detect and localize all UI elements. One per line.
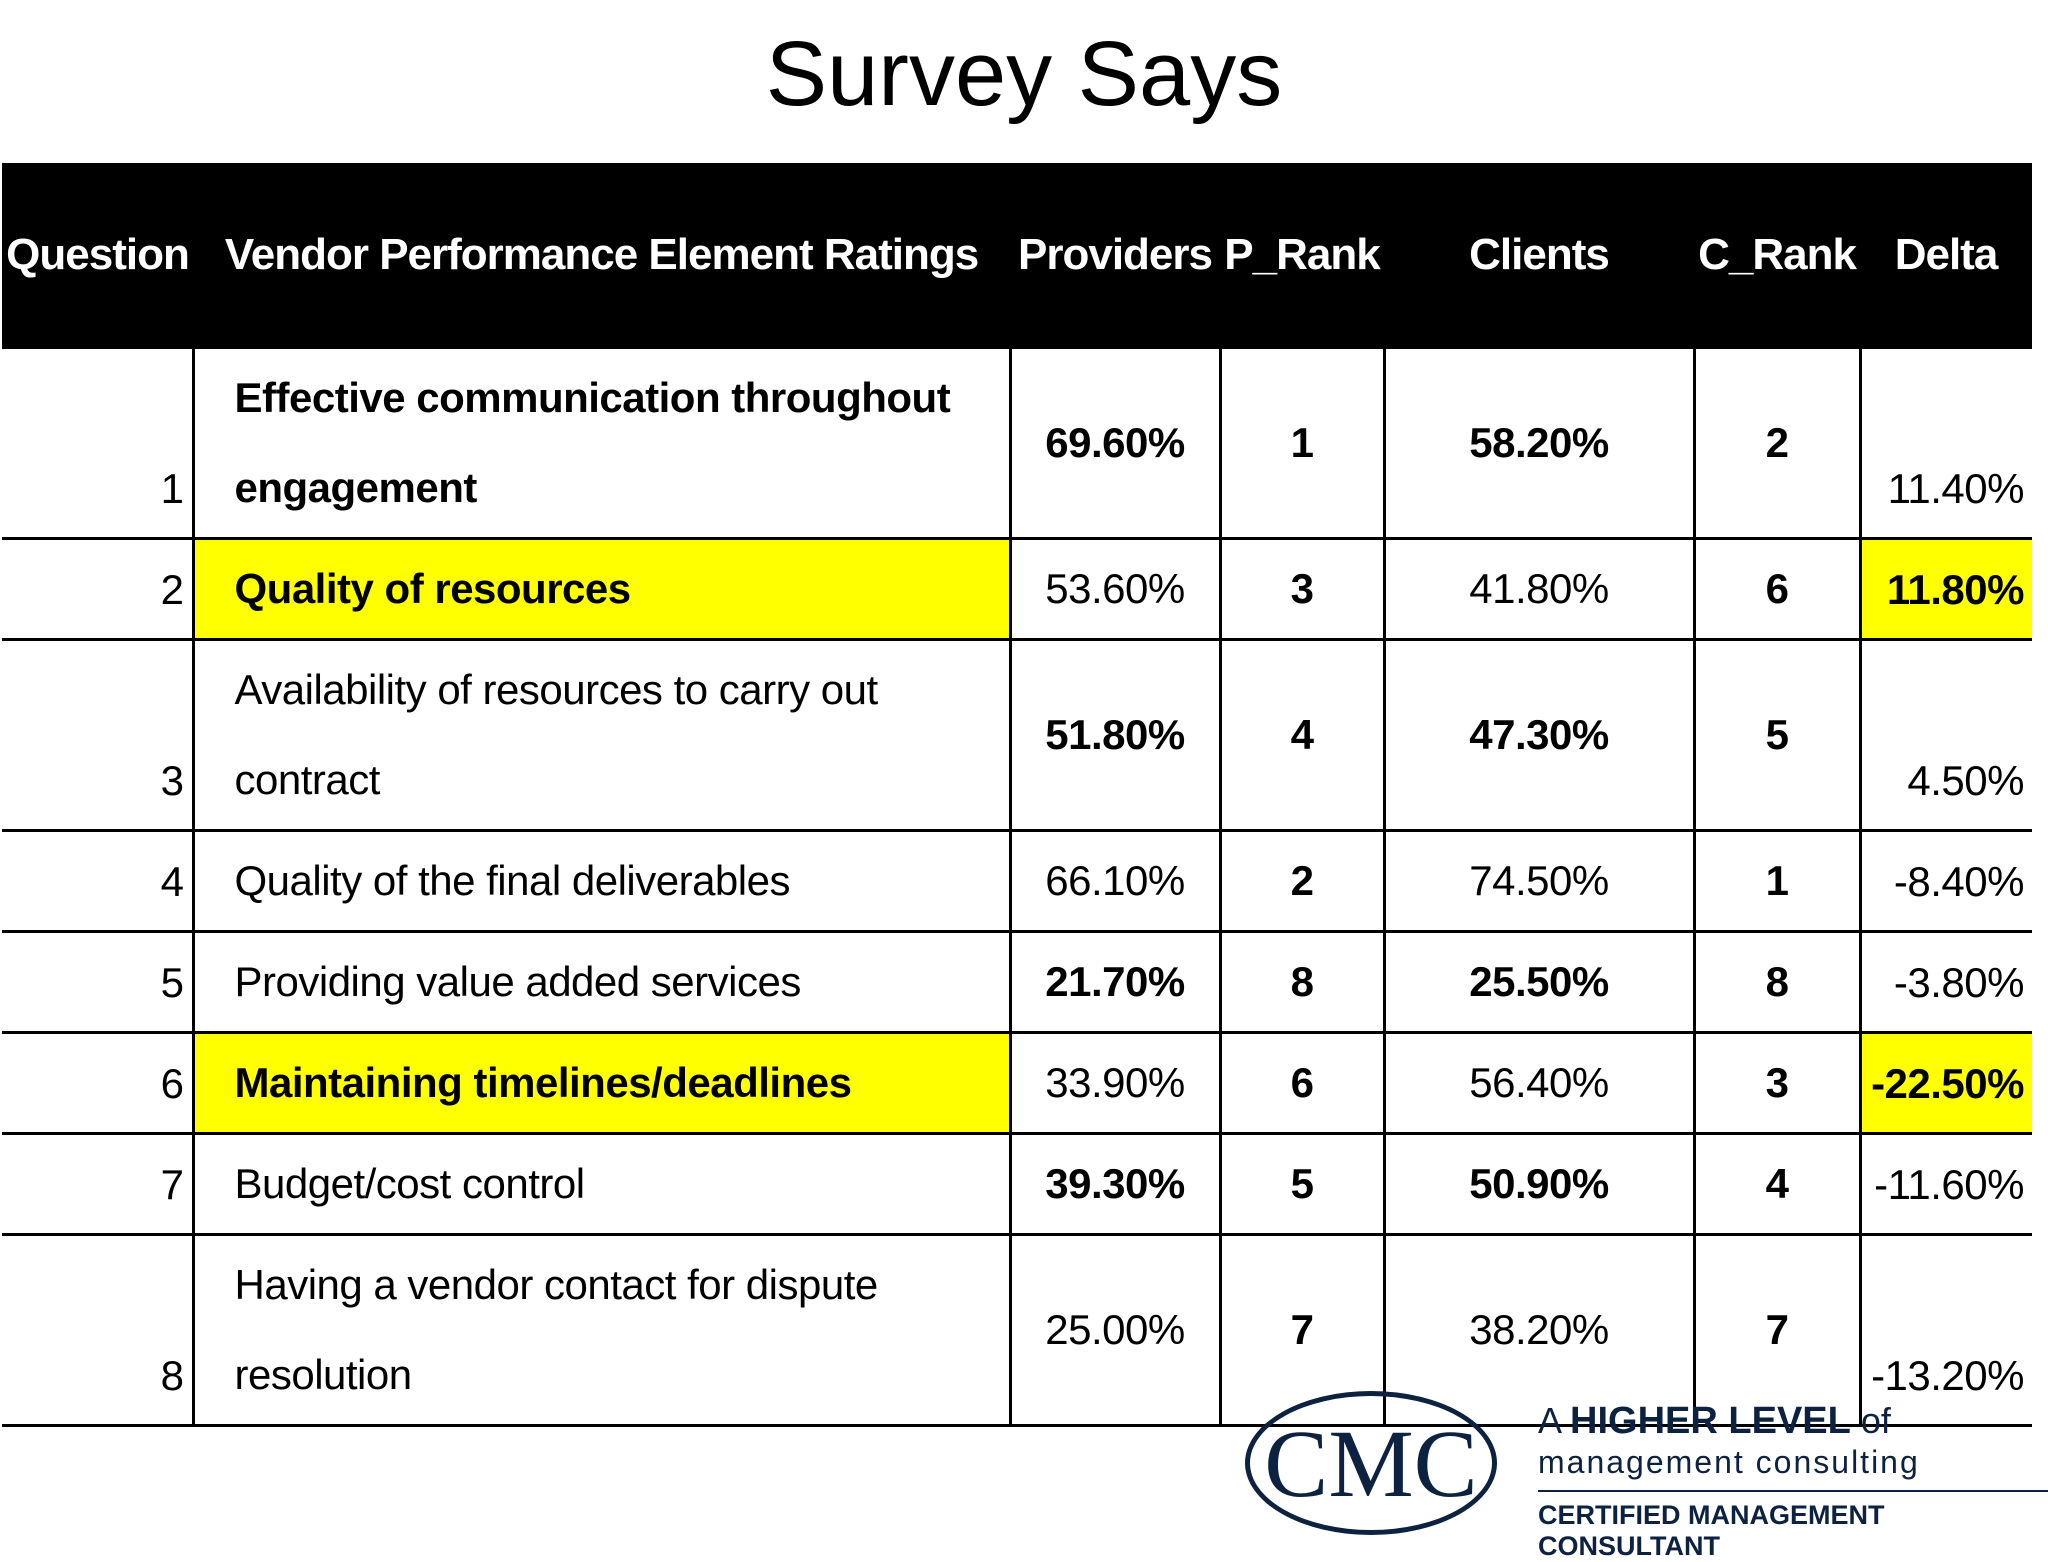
- delta: 4.50%: [1858, 638, 2032, 832]
- clients: 56.40%: [1382, 1031, 1696, 1135]
- c-rank: 8: [1692, 930, 1862, 1034]
- column-header: Question: [2, 163, 193, 348]
- tagline-prefix: A: [1538, 1400, 1561, 1441]
- p-rank: 6: [1218, 1031, 1386, 1135]
- delta: -13.20%: [1858, 1233, 2032, 1427]
- element: Effective communication throughout engag…: [191, 346, 1012, 540]
- table-row: 5 Providing value added services 21.70% 8 25…: [2, 930, 2032, 1034]
- element: Having a vendor contact for dispute reso…: [191, 1233, 1012, 1427]
- clients: 41.80%: [1382, 537, 1696, 641]
- element: Quality of the final deliverables: [191, 829, 1012, 933]
- logo-certification: CERTIFIED MANAGEMENT CONSULTANT: [1538, 1500, 1885, 1561]
- table-body: 1 Effective communication throughout enga…: [2, 346, 2032, 1427]
- table-row: 4 Quality of the final deliverables 66.10%…: [2, 829, 2032, 933]
- table-row: 2 Quality of resources 53.60% 3 41.80% 6 11.80…: [2, 537, 2032, 641]
- table-row: 8 Having a vendor contact for dispute res…: [2, 1233, 2032, 1427]
- column-header: Vendor Performance Element Ratings: [193, 163, 1010, 348]
- tagline-suffix: of: [1860, 1400, 1891, 1441]
- p-rank: 8: [1218, 930, 1386, 1034]
- table-row: 6 Maintaining timelines/deadlines 33.90% 6 5…: [2, 1031, 2032, 1135]
- question-number: 7: [2, 1132, 195, 1236]
- question-number: 3: [2, 638, 195, 832]
- clients: 50.90%: [1382, 1132, 1696, 1236]
- delta: 11.80%: [1858, 537, 2032, 641]
- delta: -11.60%: [1858, 1132, 2032, 1236]
- element: Maintaining timelines/deadlines: [191, 1031, 1012, 1135]
- table-row: 1 Effective communication throughout enga…: [2, 346, 2032, 540]
- delta: -22.50%: [1858, 1031, 2032, 1135]
- column-header: Delta: [1860, 163, 2032, 348]
- providers: 39.30%: [1008, 1132, 1222, 1236]
- tagline-main: HIGHER LEVEL: [1570, 1400, 1851, 1442]
- clients: 74.50%: [1382, 829, 1696, 933]
- providers: 33.90%: [1008, 1031, 1222, 1135]
- c-rank: 5: [1692, 638, 1862, 832]
- question-number: 5: [2, 930, 195, 1034]
- providers: 21.70%: [1008, 930, 1222, 1034]
- question-number: 4: [2, 829, 195, 933]
- c-rank: 6: [1692, 537, 1862, 641]
- question-number: 8: [2, 1233, 195, 1427]
- providers: 53.60%: [1008, 537, 1222, 641]
- c-rank: 2: [1692, 346, 1862, 540]
- p-rank: 2: [1218, 829, 1386, 933]
- logo-mark: CMC: [1245, 1391, 1497, 1535]
- element: Budget/cost control: [191, 1132, 1012, 1236]
- survey-table: Question Vendor Performance Element Ratin…: [2, 163, 2032, 1427]
- table-row: 3 Availability of resources to carry out …: [2, 638, 2032, 832]
- p-rank: 1: [1218, 346, 1386, 540]
- delta: -3.80%: [1858, 930, 2032, 1034]
- logo-subtitle: management consulting: [1538, 1444, 1920, 1480]
- question-number: 1: [2, 346, 195, 540]
- element: Quality of resources: [191, 537, 1012, 641]
- clients: 38.20%: [1382, 1233, 1696, 1427]
- column-header: Clients: [1384, 163, 1694, 348]
- column-header: C_Rank: [1694, 163, 1860, 348]
- column-header: Providers: [1010, 163, 1220, 348]
- clients: 25.50%: [1382, 930, 1696, 1034]
- providers: 69.60%: [1008, 346, 1222, 540]
- clients: 58.20%: [1382, 346, 1696, 540]
- logo-rule: [1538, 1490, 2048, 1492]
- element: Availability of resources to carry out c…: [191, 638, 1012, 832]
- c-rank: 4: [1692, 1132, 1862, 1236]
- p-rank: 3: [1218, 537, 1386, 641]
- column-header: P_Rank: [1220, 163, 1384, 348]
- table-row: 7 Budget/cost control 39.30% 5 50.90% 4 -11.60…: [2, 1132, 2032, 1236]
- c-rank: 1: [1692, 829, 1862, 933]
- p-rank: 4: [1218, 638, 1386, 832]
- providers: 66.10%: [1008, 829, 1222, 933]
- clients: 47.30%: [1382, 638, 1696, 832]
- question-number: 6: [2, 1031, 195, 1135]
- c-rank: 7: [1692, 1233, 1862, 1427]
- delta: 11.40%: [1858, 346, 2032, 540]
- delta: -8.40%: [1858, 829, 2032, 933]
- header-row: Question Vendor Performance Element Ratin…: [2, 163, 2032, 348]
- slide-title: Survey Says: [765, 23, 1283, 125]
- question-number: 2: [2, 537, 195, 641]
- c-rank: 3: [1692, 1031, 1862, 1135]
- p-rank: 5: [1218, 1132, 1386, 1236]
- element: Providing value added services: [191, 930, 1012, 1034]
- providers: 25.00%: [1008, 1233, 1222, 1427]
- providers: 51.80%: [1008, 638, 1222, 832]
- logo-tagline: A HIGHER LEVEL of: [1538, 1400, 1891, 1443]
